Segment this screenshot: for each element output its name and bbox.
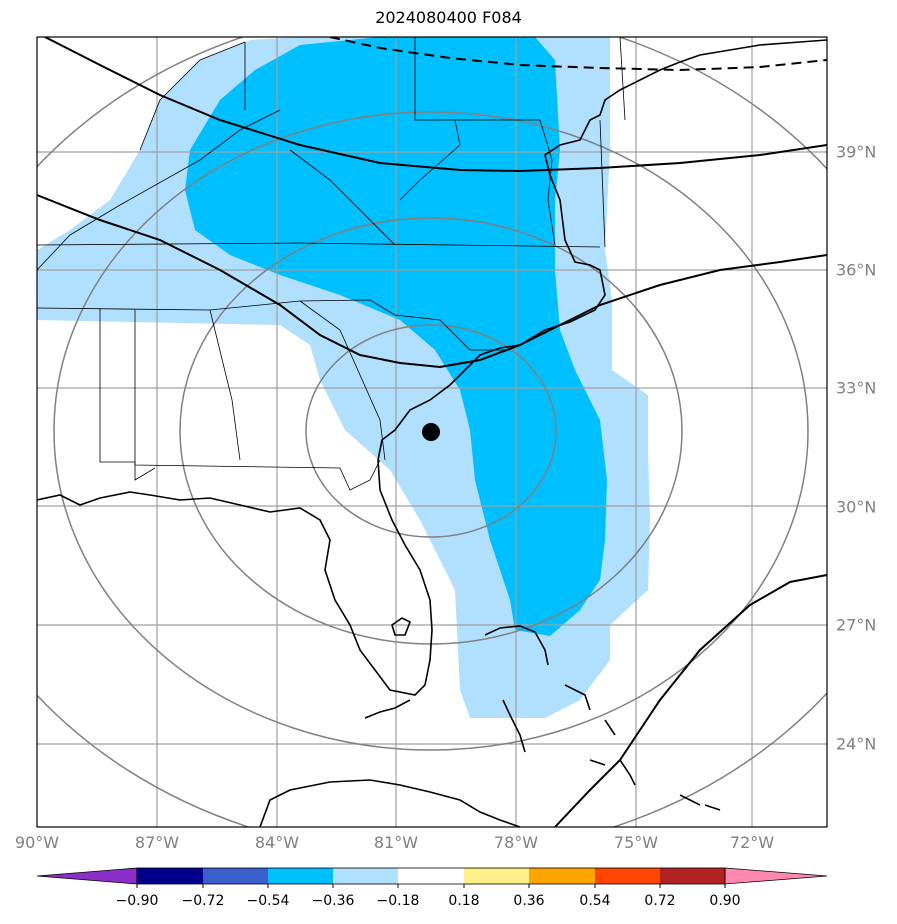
plot-title: 2024080400 F084 xyxy=(375,8,522,27)
colorbar-tick-label: 0.72 xyxy=(644,893,676,909)
lon-label-87w: 87°W xyxy=(134,833,180,852)
colorbar-extend-high xyxy=(724,867,828,885)
colorbar-extend-low xyxy=(36,867,138,885)
colorbar-segment xyxy=(529,868,595,884)
colorbar-tick-label: −0.72 xyxy=(181,893,225,909)
lon-label-78w: 78°W xyxy=(493,833,539,852)
colorbar-tick-label: −0.18 xyxy=(376,893,420,909)
graticule xyxy=(37,37,827,827)
colorbar-segment xyxy=(660,868,725,884)
colorbar-tick-label: −0.36 xyxy=(311,893,355,909)
colorbar-segment xyxy=(268,868,333,884)
lon-label-84w: 84°W xyxy=(254,833,300,852)
colorbar-tick-label: −0.90 xyxy=(115,893,159,909)
contour-lines xyxy=(37,37,827,827)
colorbar-segment xyxy=(333,868,398,884)
colorbar-segment xyxy=(595,868,660,884)
lon-label-75w: 75°W xyxy=(613,833,659,852)
colorbar-tick-label: 0.18 xyxy=(448,893,480,909)
lat-label-24n: 24°N xyxy=(836,734,877,754)
coastlines xyxy=(37,39,827,827)
colorbar-segment xyxy=(137,868,203,884)
range-rings xyxy=(37,37,827,827)
colorbar xyxy=(36,867,828,888)
lat-label-39n: 39°N xyxy=(836,142,877,162)
lon-label-90w: 90°W xyxy=(14,833,60,852)
lat-label-27n: 27°N xyxy=(836,615,877,635)
colorbar-tick-label: 0.54 xyxy=(579,893,611,909)
anomaly-mid-region xyxy=(185,37,607,636)
lat-label-33n: 33°N xyxy=(836,378,877,398)
colorbar-tick-label: −0.54 xyxy=(246,893,290,909)
lon-label-81w: 81°W xyxy=(373,833,419,852)
colorbar-segment xyxy=(398,868,464,884)
storm-center-marker xyxy=(422,423,440,441)
colorbar-tick-label: 0.36 xyxy=(513,893,545,909)
colorbar-segment xyxy=(203,868,268,884)
map-frame xyxy=(36,36,828,828)
lat-label-30n: 30°N xyxy=(836,497,877,517)
state-borders xyxy=(37,37,626,491)
colorbar-segment xyxy=(464,868,529,884)
colorbar-frame xyxy=(136,867,726,885)
colorbar-tick-label: 0.90 xyxy=(709,893,741,909)
lat-label-36n: 36°N xyxy=(836,260,877,280)
lon-label-72w: 72°W xyxy=(729,833,775,852)
